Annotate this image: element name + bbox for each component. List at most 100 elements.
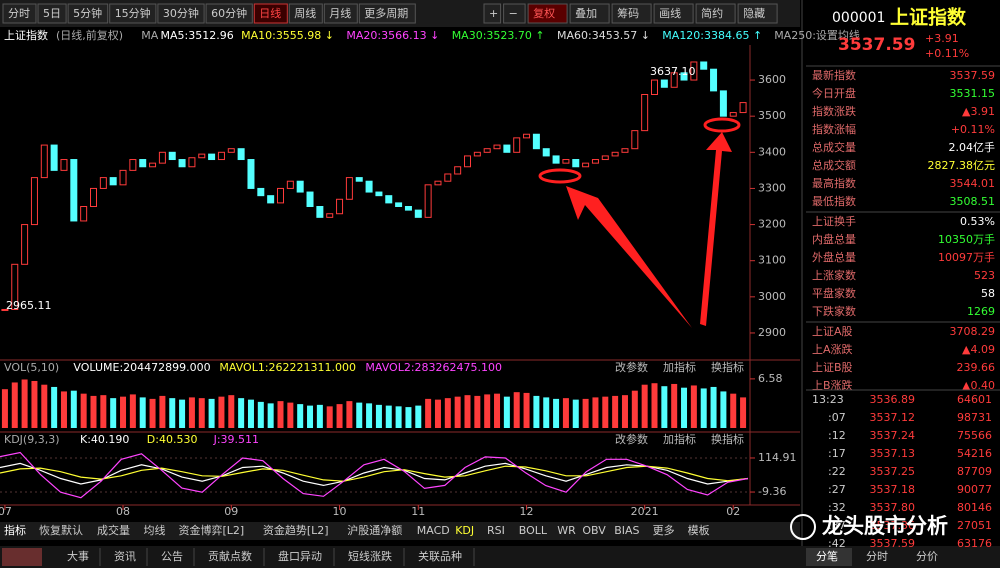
tool-button[interactable] (611, 3, 652, 24)
candle-body (139, 159, 147, 168)
trade-time: 13:23 (812, 393, 844, 406)
period-button[interactable] (157, 3, 205, 24)
indicator-tab[interactable]: OBV (582, 524, 606, 537)
tool-label[interactable]: 叠加 (575, 7, 597, 20)
bottom-bar (0, 546, 1000, 568)
tool-button[interactable] (695, 3, 736, 24)
indicator-tab[interactable]: BIAS (614, 524, 639, 537)
quote-value: ▲4.09 (962, 343, 995, 356)
period-button[interactable] (37, 3, 67, 24)
quote-value: 10350万手 (938, 232, 995, 246)
period-button[interactable] (253, 3, 288, 24)
tool-label[interactable]: 简约 (701, 6, 723, 20)
indicator-tab[interactable]: RSI (487, 524, 505, 537)
period-label[interactable]: 更多周期 (364, 6, 408, 20)
volume-bar (297, 404, 304, 428)
tool-button[interactable] (483, 3, 502, 24)
quote-tab[interactable]: 分笔 (816, 549, 838, 563)
period-label[interactable]: 日线 (259, 6, 281, 20)
tool-button[interactable] (653, 3, 694, 24)
period-button[interactable] (67, 3, 109, 24)
panel-button[interactable]: 改参数 (615, 432, 648, 446)
period-label[interactable]: 5分钟 (73, 6, 102, 20)
tool-label[interactable]: 隐藏 (743, 7, 765, 20)
indicator-tab[interactable]: 更多 (653, 523, 675, 537)
period-label[interactable]: 15分钟 (115, 6, 151, 20)
period-button[interactable] (205, 3, 253, 24)
indicator-tab[interactable]: MACD (417, 524, 450, 537)
period-label[interactable]: 60分钟 (211, 6, 247, 20)
period-label[interactable]: 5日 (43, 7, 61, 20)
period-button[interactable] (109, 3, 157, 24)
period-label[interactable]: 分时 (8, 7, 30, 20)
panel-button[interactable]: 加指标 (663, 360, 696, 374)
candle-body (257, 187, 265, 197)
candle-body (434, 180, 442, 186)
candle-body (710, 68, 718, 92)
candle-body (631, 130, 639, 150)
bottom-tab[interactable]: 贡献点数 (208, 549, 252, 563)
indicator-tab[interactable]: 沪股通净额 (347, 523, 402, 537)
bottom-tab[interactable]: 公告 (161, 550, 183, 563)
candle-body (267, 195, 275, 204)
tool-label[interactable]: 画线 (659, 6, 681, 20)
volume-bar (80, 393, 87, 428)
indicator-tab[interactable]: 模板 (688, 523, 710, 537)
bottom-tab[interactable]: 大事 (67, 549, 89, 563)
indicator-tab[interactable]: 恢复默认 (39, 523, 83, 537)
volume-bar (287, 402, 294, 428)
candle-body (503, 144, 511, 153)
quote-tab[interactable]: 分时 (866, 550, 888, 563)
quote-tab[interactable]: 分价 (916, 550, 938, 563)
ma-value: MA250:设置均线 (774, 28, 860, 42)
bottom-tab[interactable]: 盘口异动 (278, 549, 322, 563)
panel-button[interactable]: 换指标 (711, 360, 744, 374)
tool-button[interactable] (569, 3, 610, 24)
indicator-tab[interactable]: 资金博弈[L2] (179, 523, 245, 537)
indicator-tab[interactable]: 指标 (4, 523, 26, 537)
period-button[interactable] (358, 3, 416, 24)
x-tick-label: 12 (520, 505, 534, 518)
candle-body (60, 159, 68, 171)
period-button[interactable] (323, 3, 358, 24)
indicator-tab[interactable]: 均线 (144, 523, 166, 537)
panel-button[interactable]: 换指标 (711, 432, 744, 446)
indicator-tab[interactable]: 资金趋势[L2] (263, 523, 329, 537)
tool-button[interactable] (527, 3, 568, 24)
trade-time: :22 (828, 465, 846, 478)
volume-bar (740, 397, 747, 428)
tool-label[interactable]: − (509, 7, 518, 20)
candle-body (621, 148, 629, 153)
trade-price: 3537.12 (870, 411, 916, 424)
tool-button[interactable] (503, 3, 526, 24)
indicator-tab[interactable]: KDJ (455, 524, 474, 537)
panel-button[interactable]: 加指标 (663, 432, 696, 446)
indicator-tab[interactable]: BOLL (519, 524, 548, 537)
period-label[interactable]: 30分钟 (163, 6, 199, 20)
indicator-tab[interactable]: WR (557, 524, 576, 537)
bottom-tab[interactable]: 短线涨跌 (348, 549, 392, 563)
chart-mode: (日线,前复权) (56, 28, 123, 42)
blur-box (2, 548, 42, 566)
period-button[interactable] (2, 3, 37, 24)
arrow (566, 186, 692, 328)
candle-body (552, 155, 560, 164)
bottom-tab[interactable]: 关联品种 (418, 549, 462, 563)
bottom-tab[interactable]: 资讯 (114, 550, 136, 563)
volume-bar (100, 395, 107, 428)
tool-button[interactable] (737, 3, 778, 24)
period-button[interactable] (288, 3, 323, 24)
quote-value: 1269 (967, 305, 995, 318)
panel-value: VOLUME:204472899.000 (73, 361, 210, 374)
tool-label[interactable]: 复权 (533, 6, 555, 20)
panel-button[interactable]: 改参数 (615, 360, 648, 374)
indicator-tab[interactable]: 成交量 (97, 523, 130, 537)
tool-label[interactable]: + (489, 7, 498, 20)
trade-time: :17 (828, 447, 846, 460)
period-label[interactable]: 周线 (294, 6, 316, 20)
volume-bar (11, 382, 18, 428)
trade-price: 3537.18 (870, 483, 916, 496)
quote-label: 总成交额 (812, 158, 856, 172)
period-label[interactable]: 月线 (329, 6, 351, 20)
tool-label[interactable]: 筹码 (617, 6, 639, 20)
